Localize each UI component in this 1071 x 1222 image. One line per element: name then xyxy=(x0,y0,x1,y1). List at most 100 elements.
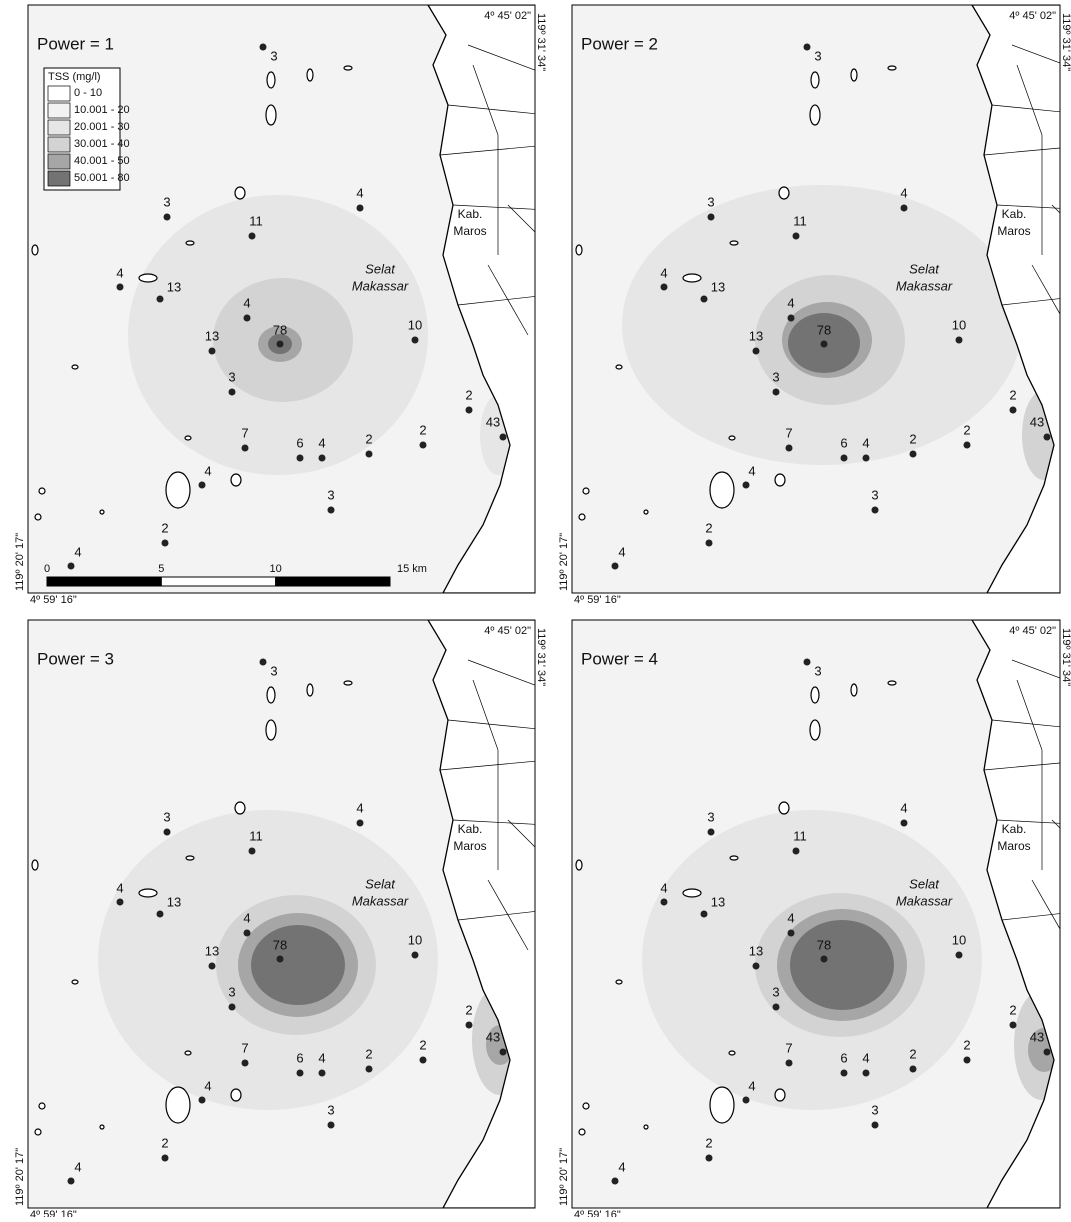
island xyxy=(265,104,277,126)
station-dot xyxy=(871,506,879,514)
station-dot xyxy=(465,406,473,414)
station-label: 2 xyxy=(1009,387,1016,402)
station-dot xyxy=(296,1069,304,1077)
island xyxy=(582,1102,590,1110)
station-dot xyxy=(752,347,760,355)
station-label: 7 xyxy=(241,1040,248,1055)
station-dot xyxy=(787,314,795,322)
station-label: 43 xyxy=(486,1029,500,1044)
station-dot xyxy=(820,340,828,348)
station-dot xyxy=(318,454,326,462)
station-label: 3 xyxy=(228,369,235,384)
sea-name: Selat xyxy=(365,876,396,891)
island xyxy=(643,509,649,515)
station-label: 4 xyxy=(618,544,625,559)
island xyxy=(887,65,897,71)
district-border xyxy=(507,204,535,233)
station-dot xyxy=(241,1059,249,1067)
station-label: 10 xyxy=(952,317,966,332)
station-dot xyxy=(1043,1048,1051,1056)
station-dot xyxy=(411,951,419,959)
sea-name: Makassar xyxy=(896,893,953,908)
district-name: Maros xyxy=(453,839,486,853)
district-border xyxy=(452,819,535,825)
district-border xyxy=(487,264,529,336)
station-label: 4 xyxy=(243,910,250,925)
station-dot xyxy=(276,955,284,963)
station-label: 4 xyxy=(243,295,250,310)
station-dot xyxy=(276,340,284,348)
island xyxy=(709,471,735,509)
legend-swatch xyxy=(47,153,71,170)
district-border xyxy=(1001,913,1060,921)
station-dot xyxy=(1009,1021,1017,1029)
district-border xyxy=(457,296,535,306)
station-dot xyxy=(742,1096,750,1104)
station-label: 10 xyxy=(408,932,422,947)
sea-name: Selat xyxy=(909,261,940,276)
district-border xyxy=(507,819,535,848)
station-dot xyxy=(248,232,256,240)
station-label: 11 xyxy=(249,828,263,843)
station-label: 4 xyxy=(204,463,211,478)
district-border xyxy=(996,204,1060,209)
island xyxy=(165,1086,191,1124)
station-dot xyxy=(116,898,124,906)
station-label: 4 xyxy=(116,880,123,895)
station-label: 2 xyxy=(465,1002,472,1017)
island xyxy=(184,435,192,441)
station-label: 7 xyxy=(785,1040,792,1055)
district-border xyxy=(447,719,535,730)
station-dot xyxy=(840,1069,848,1077)
latitude-top: 4º 45' 02" xyxy=(484,10,531,22)
station-label: 2 xyxy=(909,431,916,446)
district-border xyxy=(1011,44,1060,64)
station-label: 3 xyxy=(163,809,170,824)
island xyxy=(728,1050,736,1056)
district-border xyxy=(1031,879,1060,930)
island xyxy=(578,513,586,521)
island xyxy=(138,273,158,283)
station-dot xyxy=(259,658,267,666)
district-border xyxy=(1031,264,1060,315)
district-border xyxy=(472,679,499,751)
station-dot xyxy=(259,43,267,51)
station-dot xyxy=(208,962,216,970)
island xyxy=(34,1128,42,1136)
island xyxy=(234,801,246,815)
island xyxy=(38,1102,46,1110)
longitude-right: 119º 31' 34" xyxy=(535,628,547,686)
map-panel: Power = 4 4º 45' 02" 4º 59' 16" 119º 31' 34… xyxy=(558,619,1071,1221)
station-label: 3 xyxy=(327,1102,334,1117)
station-dot xyxy=(228,388,236,396)
island xyxy=(809,104,821,126)
station-dot xyxy=(803,43,811,51)
station-label: 6 xyxy=(296,1050,303,1065)
island xyxy=(165,471,191,509)
district-name: Maros xyxy=(453,224,486,238)
station-label: 3 xyxy=(270,663,277,678)
station-dot xyxy=(365,450,373,458)
station-dot xyxy=(803,658,811,666)
station-dot xyxy=(955,951,963,959)
map-panel: Power = 2 4º 45' 02" 4º 59' 16" 119º 31' 34… xyxy=(558,4,1071,606)
station-dot xyxy=(296,454,304,462)
island xyxy=(810,71,820,89)
island xyxy=(575,244,583,256)
scale-segment xyxy=(46,576,162,587)
station-label: 3 xyxy=(814,663,821,678)
station-dot xyxy=(228,1003,236,1011)
station-dot xyxy=(156,910,164,918)
station-label: 2 xyxy=(419,1037,426,1052)
station-dot xyxy=(365,1065,373,1073)
station-dot xyxy=(820,955,828,963)
latitude-top: 4º 45' 02" xyxy=(1009,10,1056,22)
station-label: 7 xyxy=(785,425,792,440)
station-label: 3 xyxy=(163,194,170,209)
latitude-bottom: 4º 59' 16" xyxy=(30,1209,77,1217)
scale-label: 0 xyxy=(44,563,50,575)
station-dot xyxy=(356,819,364,827)
station-label: 13 xyxy=(711,894,725,909)
station-label: 2 xyxy=(419,422,426,437)
district-border xyxy=(452,204,535,210)
